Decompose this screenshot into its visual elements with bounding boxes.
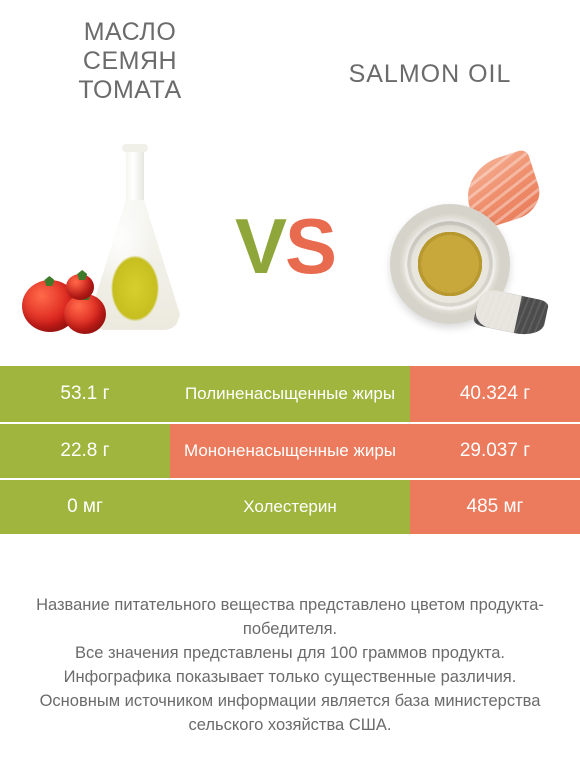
table-row: 53.1 г Полиненасыщенные жиры 40.324 г	[0, 366, 580, 422]
hero-right-image	[350, 140, 550, 340]
tomato-icon	[64, 294, 106, 334]
table-row: 0 мг Холестерин 485 мг	[0, 478, 580, 534]
note-line: Основным источником информации является …	[34, 690, 546, 738]
comparison-table: 53.1 г Полиненасыщенные жиры 40.324 г 22…	[0, 366, 580, 534]
hero-left-image	[20, 140, 220, 340]
tomato-icon	[66, 274, 94, 300]
cell-mid-chol: Холестерин	[170, 480, 410, 534]
titles-row: МАСЛО СЕМЯН ТОМАТА SALMON OIL	[0, 0, 580, 120]
infographic: МАСЛО СЕМЯН ТОМАТА SALMON OIL VS 53.1 г …	[0, 0, 580, 784]
title-right: SALMON OIL	[320, 60, 540, 89]
vs-v: V	[235, 202, 285, 290]
cell-right-mono: 29.037 г	[410, 424, 580, 478]
title-left: МАСЛО СЕМЯН ТОМАТА	[40, 18, 220, 120]
table-row: 22.8 г Мононенасыщенные жиры 29.037 г	[0, 422, 580, 478]
footer-note: Название питательного вещества представл…	[0, 594, 580, 762]
note-line: Все значения представлены для 100 граммо…	[34, 642, 546, 666]
vs-s: S	[285, 202, 335, 290]
cell-left-poly: 53.1 г	[0, 366, 170, 422]
cell-left-chol: 0 мг	[0, 480, 170, 534]
cell-right-chol: 485 мг	[410, 480, 580, 534]
cell-left-mono: 22.8 г	[0, 424, 170, 478]
cell-mid-mono: Мононенасыщенные жиры	[170, 424, 410, 478]
flask-icon	[90, 150, 180, 330]
salmon-skin-icon	[473, 287, 549, 339]
note-line: Название питательного вещества представл…	[34, 594, 546, 642]
cell-right-poly: 40.324 г	[410, 366, 580, 422]
vs-label: VS	[235, 201, 335, 292]
note-line: Инфографика показывает только существенн…	[34, 666, 546, 690]
cell-mid-poly: Полиненасыщенные жиры	[170, 366, 410, 422]
hero-row: VS	[0, 120, 580, 360]
